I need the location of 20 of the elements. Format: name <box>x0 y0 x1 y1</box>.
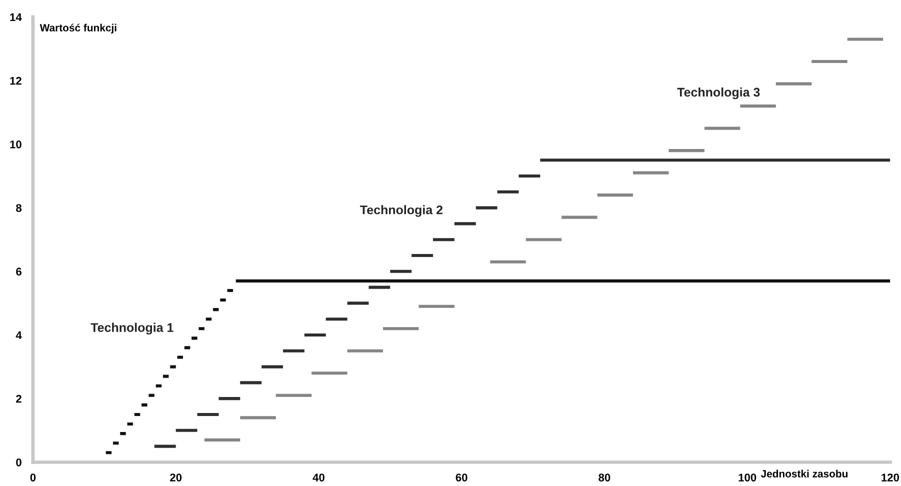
y-tick-label: 6 <box>16 268 22 276</box>
series-label: Technologia 2 <box>360 205 443 217</box>
x-tick-label: 100 <box>738 474 756 482</box>
x-tick-label: 60 <box>456 474 468 482</box>
y-tick-label: 14 <box>10 13 22 22</box>
x-tick-label: 20 <box>170 474 182 482</box>
x-axis-title: Jednostki zasobu <box>760 470 848 478</box>
x-tick-label: 40 <box>312 474 324 482</box>
y-tick-label: 8 <box>16 204 22 212</box>
y-tick-label: 4 <box>16 331 22 340</box>
y-tick-label: 10 <box>10 140 22 148</box>
x-tick-label: 120 <box>882 474 900 482</box>
x-tick-label: 80 <box>598 474 610 482</box>
y-tick-label: 0 <box>16 458 22 466</box>
x-tick-label: 0 <box>30 474 36 482</box>
y-tick-label: 12 <box>10 76 22 85</box>
y-tick-label: 2 <box>16 394 22 403</box>
series-label: Technologia 3 <box>677 87 760 100</box>
y-axis-title: Wartość funkcji <box>40 24 116 34</box>
series-label: Technologia 1 <box>90 322 174 334</box>
